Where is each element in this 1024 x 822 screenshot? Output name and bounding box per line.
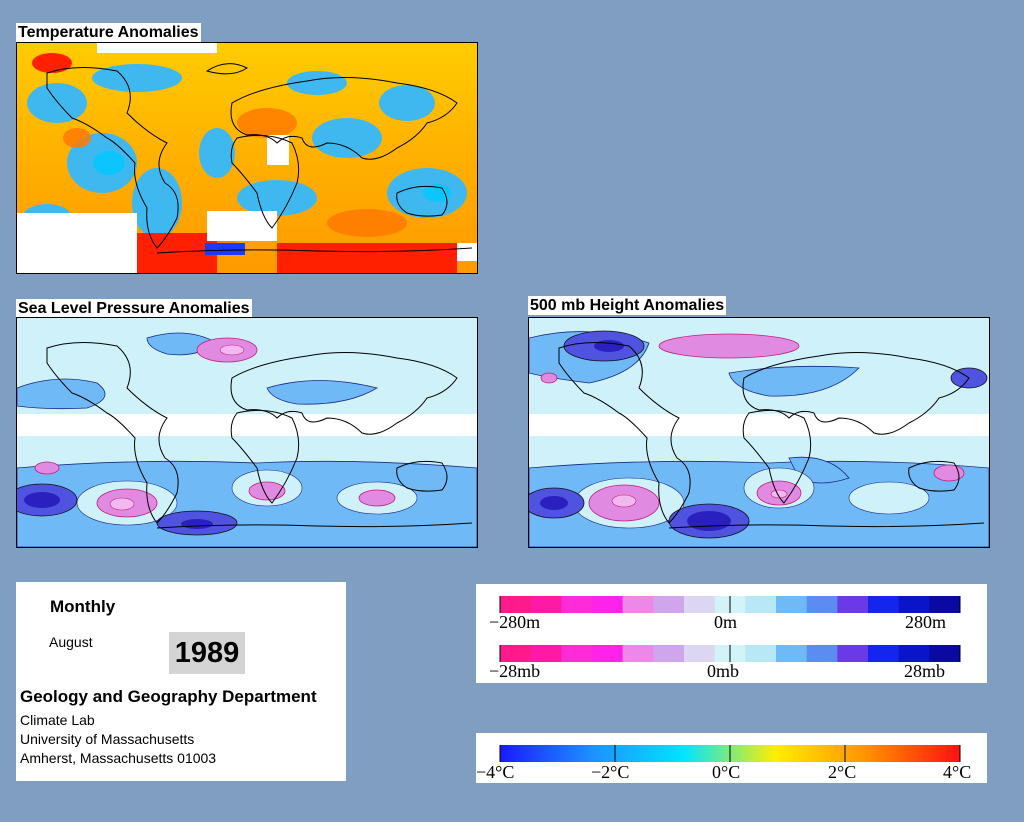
temp-label-minus4: −4°C	[476, 762, 514, 782]
height-anomaly-map	[528, 317, 990, 548]
temp-label-2: 2°C	[828, 762, 856, 782]
height-swatch	[776, 596, 808, 613]
height-swatch	[898, 596, 930, 613]
pressure-zero-label: 0mb	[707, 661, 739, 681]
month-label: August	[49, 634, 93, 650]
height-swatch	[622, 596, 654, 613]
period-label: Monthly	[50, 597, 116, 616]
pressure-swatch	[837, 645, 869, 662]
department-name: Geology and Geography Department	[20, 687, 317, 706]
temp-label-4: 4°C	[943, 762, 971, 782]
height-swatch	[500, 596, 532, 613]
pressure-swatch	[530, 645, 562, 662]
pressure-colorbar	[499, 645, 961, 662]
temperature-panel-title: Temperature Anomalies	[16, 23, 201, 42]
pressure-swatch	[500, 645, 532, 662]
pressure-max-label: 28mb	[904, 661, 945, 681]
university-name: University of Massachusetts	[20, 731, 195, 747]
slp-anomaly-map	[16, 317, 478, 548]
height-swatch	[837, 596, 869, 613]
pressure-swatch	[561, 645, 593, 662]
height-swatch	[684, 596, 716, 613]
address-line: Amherst, Massachusetts 01003	[20, 750, 217, 766]
pressure-swatch	[898, 645, 930, 662]
height-swatch	[561, 596, 593, 613]
height-swatch	[530, 596, 562, 613]
temp-label-minus2: −2°C	[591, 762, 629, 782]
height-swatch	[592, 596, 624, 613]
info-box: Monthly August 1989 Geology and Geograph…	[16, 582, 346, 781]
height-max-label: 280m	[905, 612, 946, 632]
height-swatch	[653, 596, 685, 613]
height-swatch	[929, 596, 961, 613]
pressure-swatch	[653, 645, 685, 662]
height-swatch	[806, 596, 838, 613]
pressure-swatch	[929, 645, 961, 662]
height-panel-title: 500 mb Height Anomalies	[528, 296, 727, 315]
pressure-swatch	[868, 645, 900, 662]
temp-label-0: 0°C	[712, 762, 740, 782]
pressure-min-label: −28mb	[489, 661, 540, 681]
lab-name: Climate Lab	[20, 712, 95, 728]
pressure-swatch	[745, 645, 777, 662]
temperature-legend: −4°C −2°C 0°C 2°C 4°C	[476, 733, 987, 783]
year-label: 1989	[169, 632, 245, 674]
height-swatch	[868, 596, 900, 613]
pressure-swatch	[592, 645, 624, 662]
pressure-swatch	[806, 645, 838, 662]
height-min-label: −280m	[489, 612, 540, 632]
slp-panel-title: Sea Level Pressure Anomalies	[16, 299, 252, 318]
temperature-anomaly-map	[16, 42, 478, 274]
pressure-swatch	[776, 645, 808, 662]
height-zero-label: 0m	[714, 612, 737, 632]
height-colorbar	[499, 596, 961, 613]
height-pressure-legend: −280m 0m 280m −28mb 0mb 28mb	[476, 584, 987, 683]
height-swatch	[745, 596, 777, 613]
pressure-swatch	[622, 645, 654, 662]
pressure-swatch	[684, 645, 716, 662]
